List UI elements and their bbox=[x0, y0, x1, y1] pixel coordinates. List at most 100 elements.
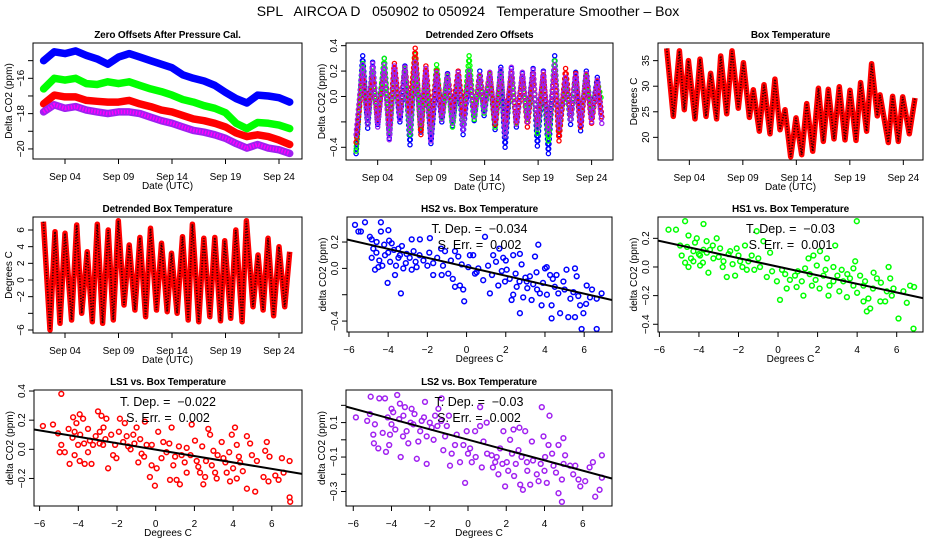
data-point bbox=[561, 452, 569, 459]
data-point bbox=[687, 255, 695, 262]
data-point bbox=[416, 106, 423, 112]
y-tick-label: 25 bbox=[641, 106, 652, 118]
y-tick-label: 0.0 bbox=[641, 260, 652, 274]
data-point bbox=[436, 90, 442, 96]
data-point bbox=[353, 131, 359, 138]
data-point bbox=[461, 117, 467, 123]
data-point bbox=[388, 421, 395, 428]
data-point bbox=[512, 111, 519, 117]
data-point bbox=[498, 64, 504, 71]
x-tick-label: 4 bbox=[542, 345, 548, 356]
data-point bbox=[535, 138, 541, 144]
data-point bbox=[484, 262, 492, 269]
data-point bbox=[88, 460, 95, 468]
data-point bbox=[418, 129, 424, 135]
data-point bbox=[413, 263, 420, 271]
x-axis-title: Degrees C bbox=[144, 528, 192, 539]
x-axis-title: Date (UTC) bbox=[142, 181, 193, 192]
data-point bbox=[700, 220, 707, 228]
data-point bbox=[586, 95, 592, 101]
data-point bbox=[528, 85, 535, 91]
data-point bbox=[441, 96, 448, 103]
data-point bbox=[381, 66, 388, 73]
data-point bbox=[420, 96, 426, 102]
data-point bbox=[393, 77, 399, 84]
x-tick-label: 2 bbox=[192, 519, 198, 530]
chart-title: Detrended Zero Offsets bbox=[426, 30, 534, 41]
data-point bbox=[793, 283, 800, 291]
data-point bbox=[381, 241, 388, 248]
data-point bbox=[552, 71, 559, 78]
data-point bbox=[542, 89, 548, 95]
standard-error-label: S. Err. = 0.002 bbox=[438, 238, 522, 252]
data-point bbox=[573, 82, 580, 88]
data-point bbox=[577, 124, 584, 130]
data-point bbox=[386, 441, 393, 449]
data-point bbox=[381, 395, 389, 402]
data-point bbox=[556, 120, 563, 126]
data-point bbox=[541, 74, 547, 81]
data-point bbox=[392, 262, 400, 269]
data-point bbox=[278, 454, 286, 462]
data-point bbox=[353, 126, 360, 133]
data-point bbox=[176, 481, 184, 488]
data-point bbox=[440, 447, 447, 454]
data-point bbox=[253, 457, 261, 465]
data-point bbox=[387, 122, 394, 128]
data-point bbox=[498, 72, 504, 78]
data-point bbox=[226, 478, 234, 485]
data-point bbox=[431, 98, 437, 105]
data-point bbox=[113, 454, 120, 462]
x-tick-label: Sep 14 bbox=[156, 346, 188, 357]
data-point bbox=[560, 95, 566, 101]
data-point bbox=[535, 478, 542, 485]
data-point bbox=[502, 144, 508, 151]
data-point bbox=[760, 238, 767, 245]
data-point bbox=[545, 150, 552, 157]
data-point bbox=[405, 440, 412, 447]
data-point bbox=[823, 255, 831, 262]
data-point bbox=[402, 69, 409, 75]
data-point bbox=[537, 95, 544, 101]
series-line-hs1 bbox=[39, 74, 294, 133]
data-point bbox=[713, 235, 720, 242]
data-point bbox=[69, 414, 77, 421]
data-point bbox=[408, 109, 415, 115]
data-point bbox=[408, 405, 415, 412]
data-point bbox=[451, 441, 459, 449]
data-point bbox=[562, 74, 569, 81]
data-point bbox=[141, 418, 149, 425]
data-point bbox=[773, 278, 781, 285]
data-point bbox=[589, 459, 597, 466]
data-point bbox=[543, 99, 549, 105]
data-point bbox=[397, 111, 404, 117]
data-point bbox=[678, 252, 685, 259]
data-point bbox=[798, 278, 805, 285]
data-point bbox=[399, 433, 407, 440]
series-line-ls1 bbox=[39, 91, 294, 149]
data-point bbox=[201, 473, 209, 481]
temperature-dependence-label: T. Dep. = −0.022 bbox=[120, 395, 216, 409]
data-point bbox=[445, 81, 452, 88]
data-point bbox=[533, 471, 540, 478]
data-point bbox=[478, 87, 485, 94]
data-point bbox=[492, 113, 499, 120]
data-point bbox=[505, 98, 511, 105]
data-point bbox=[370, 70, 377, 76]
data-point bbox=[506, 91, 512, 98]
data-point bbox=[94, 408, 102, 415]
data-point bbox=[502, 257, 509, 264]
data-point bbox=[763, 273, 770, 281]
data-point bbox=[205, 425, 212, 433]
hs1-vs-box-temperature-chart: T. Dep. = −0.03 S. Err. = 0.001 −6 −4 −2 0 2 4 6… bbox=[629, 204, 924, 365]
data-point bbox=[373, 249, 380, 256]
data-point bbox=[502, 128, 509, 134]
data-point bbox=[355, 106, 362, 113]
data-point bbox=[437, 245, 445, 252]
data-point bbox=[506, 89, 512, 95]
data-point bbox=[431, 103, 437, 110]
data-point bbox=[376, 108, 383, 115]
data-point bbox=[400, 265, 407, 272]
data-point bbox=[428, 138, 434, 144]
